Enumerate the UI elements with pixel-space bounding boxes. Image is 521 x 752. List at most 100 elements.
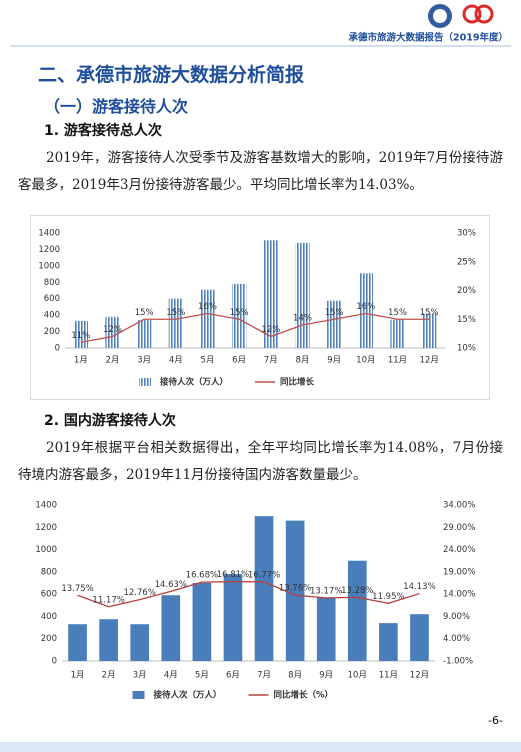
legend-swatch [139, 378, 151, 386]
y2-tick-label: 30% [457, 229, 476, 239]
data-label: 15% [325, 308, 344, 318]
data-label: 16.81% [217, 570, 249, 580]
header-band: 承德市旅游大数据报告（2019年度） [10, 4, 511, 47]
bar [379, 623, 398, 661]
data-label: 11.17% [92, 595, 124, 605]
bar [161, 595, 181, 661]
x-tick-label: 10月 [348, 671, 367, 681]
bar [137, 320, 152, 348]
line-series [80, 312, 430, 343]
y2-tick-label: 25% [457, 257, 476, 267]
y-tick-label: 1400 [35, 501, 57, 511]
bar [105, 316, 120, 348]
bar [422, 313, 437, 348]
data-label: 15% [230, 308, 249, 318]
y-tick-label: 1400 [38, 229, 60, 239]
bar [130, 624, 150, 661]
y2-tick-label: 20% [457, 286, 476, 296]
data-label: 13.76% [279, 584, 311, 594]
data-label: 11.95% [372, 592, 404, 602]
bar [263, 240, 278, 348]
legend-label: 接待人次（万人） [154, 690, 222, 701]
x-tick-label: 4月 [164, 671, 178, 681]
y-tick-label: 800 [44, 278, 60, 288]
y2-tick-label: 14.00% [443, 590, 475, 600]
bar [223, 574, 243, 661]
data-label: 15% [166, 308, 185, 318]
page-number: -6- [488, 714, 503, 727]
data-label: 16.68% [186, 571, 218, 581]
y-tick-label: 400 [44, 311, 60, 321]
y-tick-label: 1200 [38, 245, 60, 255]
x-tick-label: 9月 [319, 671, 333, 681]
chart-border [30, 215, 490, 400]
x-tick-label: 7月 [264, 356, 278, 366]
x-tick-label: 4月 [169, 356, 183, 366]
y2-tick-label: 4.00% [443, 634, 470, 644]
data-label: 12% [261, 325, 280, 335]
bar [327, 300, 342, 348]
legend-swatch [132, 691, 145, 699]
x-tick-label: 9月 [327, 356, 341, 366]
bar [295, 242, 310, 348]
data-label: 14.13% [403, 582, 435, 592]
x-tick-label: 11月 [379, 671, 398, 681]
paragraph: 2019年，游客接待人次受季节及游客基数增大的影响，2019年7月份接待游客最多… [18, 150, 503, 193]
header-title: 承德市旅游大数据报告（2019年度） [349, 32, 508, 44]
data-label: 16% [356, 302, 375, 312]
y2-tick-label: 10% [457, 344, 476, 354]
y-tick-label: 200 [41, 634, 57, 644]
x-tick-label: 2月 [102, 671, 116, 681]
x-tick-label: 5月 [201, 356, 215, 366]
data-label: 13.75% [61, 584, 93, 594]
y2-tick-label: 29.00% [443, 523, 475, 533]
legend-label: 同比增长（%） [274, 690, 334, 701]
data-label: 16.77% [248, 570, 280, 580]
heading: 二、承德市旅游大数据分析简报 [38, 64, 305, 86]
data-label: 13.17% [310, 586, 342, 596]
data-label: 13.28% [341, 586, 373, 596]
bar [410, 614, 429, 661]
y-tick-label: 0 [55, 344, 60, 354]
footer-band [0, 742, 521, 752]
y-tick-label: 1200 [35, 523, 57, 533]
subheading: （一）游客接待人次 [44, 97, 189, 116]
legend-label: 同比增长 [280, 377, 315, 388]
data-label: 16% [198, 302, 217, 312]
x-tick-label: 3月 [133, 671, 147, 681]
bar [390, 319, 405, 348]
y2-tick-label: 19.00% [443, 567, 475, 577]
bar [316, 597, 336, 661]
y-tick-label: 1000 [38, 261, 60, 271]
legend-label: 接待人次（万人） [160, 377, 228, 388]
chart: 0 200 400 600 800 1000 1200 1400 -1.00% 4.00% 9.00… [35, 501, 475, 701]
y2-tick-label: -1.00% [443, 657, 473, 667]
data-label: 12.76% [123, 588, 155, 598]
x-tick-label: 1月 [74, 356, 88, 366]
y-tick-label: 600 [44, 294, 60, 304]
x-tick-label: 3月 [137, 356, 151, 366]
y-tick-label: 1000 [35, 545, 57, 555]
bar [200, 289, 215, 348]
section-title: 1. 游客接待总人次 [44, 123, 162, 139]
x-tick-label: 8月 [296, 356, 310, 366]
x-tick-label: 1月 [71, 671, 85, 681]
y-tick-label: 0 [52, 657, 57, 667]
logo [433, 9, 447, 23]
x-tick-label: 10月 [356, 356, 375, 366]
y2-tick-label: 24.00% [443, 545, 475, 555]
data-label: 14.63% [155, 580, 187, 590]
data-label: 12% [103, 325, 122, 335]
bar [285, 520, 305, 661]
paragraph: 2019年根据平台相关数据得出，全年平均同比增长率为14.08%，7月份接待境内… [18, 440, 503, 483]
y-tick-label: 400 [41, 612, 57, 622]
bar [168, 298, 183, 348]
x-tick-label: 7月 [257, 671, 271, 681]
x-tick-label: 2月 [106, 356, 120, 366]
bar [99, 619, 118, 661]
x-tick-label: 12月 [420, 356, 439, 366]
chart: 0 200 400 600 800 1000 1200 1400 10% 15% 20% 25% 30%… [30, 215, 490, 400]
y2-tick-label: 9.00% [443, 612, 470, 622]
x-tick-label: 6月 [232, 356, 246, 366]
data-label: 15% [420, 308, 439, 318]
